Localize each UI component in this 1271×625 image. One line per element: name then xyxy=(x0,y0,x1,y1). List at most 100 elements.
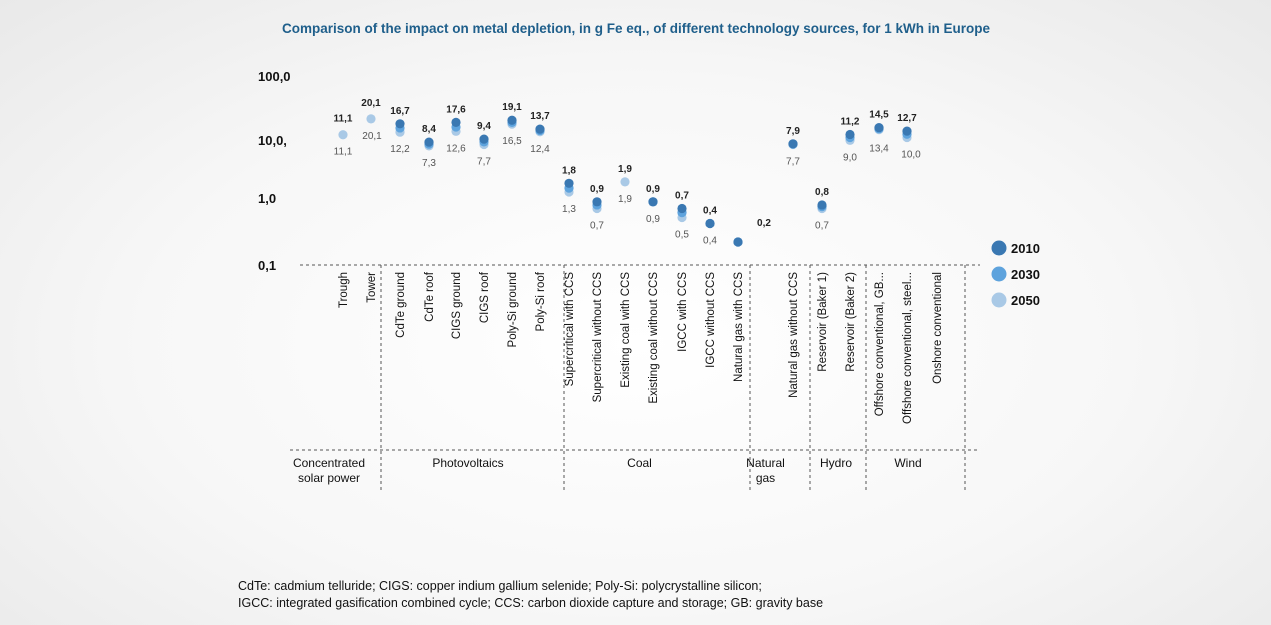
group-label: Photovoltaics xyxy=(432,456,503,470)
data-label-2010: 0,7 xyxy=(675,191,689,202)
data-label-2010: 19,1 xyxy=(502,102,522,113)
data-label-2050: 16,5 xyxy=(502,136,522,147)
point-2010 xyxy=(733,237,743,247)
data-label-2010: 7,9 xyxy=(786,126,800,137)
group-label: Coal xyxy=(627,456,652,470)
category-label: Reservoir (Baker 1) xyxy=(817,272,829,372)
point-2010 xyxy=(424,137,434,147)
point-2010 xyxy=(592,197,602,207)
category-label: CIGS ground xyxy=(451,272,463,339)
legend-swatch-2030 xyxy=(991,266,1007,282)
category-label: Onshore conventional xyxy=(932,272,944,384)
data-label-2050: 13,4 xyxy=(869,144,889,155)
category-label: Offshore conventional, GB... xyxy=(874,272,886,416)
footnote: IGCC: integrated gasification combined c… xyxy=(238,596,823,610)
category-label: Existing coal without CCS xyxy=(648,272,660,404)
category-label: CdTe roof xyxy=(424,271,436,322)
group-label: Concentrated xyxy=(293,456,365,470)
data-label-2050: 1,3 xyxy=(562,204,576,215)
category-label: Existing coal with CCS xyxy=(620,272,632,388)
data-label-2050: 12,6 xyxy=(446,143,466,154)
group-label: Hydro xyxy=(820,456,852,470)
category-label: CIGS roof xyxy=(479,271,491,323)
category-label: Supercritical without CCS xyxy=(592,272,604,403)
data-label-2050: 7,7 xyxy=(786,156,800,167)
point-2050 xyxy=(338,130,348,140)
point-2010 xyxy=(788,139,798,149)
category-label: IGCC with CCS xyxy=(677,272,689,352)
category-label: Natural gas with CCS xyxy=(733,272,745,382)
data-label-2010: 0,9 xyxy=(590,184,604,195)
category-label: Tower xyxy=(366,272,378,303)
legend-swatch-2010 xyxy=(991,240,1007,256)
data-label-2050: 0,4 xyxy=(703,235,717,246)
point-2010 xyxy=(507,115,517,125)
point-2010 xyxy=(817,200,827,210)
y-tick-label: 100,0 xyxy=(258,69,291,84)
legend-swatch-2050 xyxy=(991,292,1007,308)
data-label-2050: 10,0 xyxy=(901,150,921,161)
data-label-2010: 13,7 xyxy=(530,111,550,122)
data-label-2050: 12,2 xyxy=(390,144,410,155)
category-label: CdTe ground xyxy=(395,272,407,338)
category-label: IGCC without CCS xyxy=(705,272,717,368)
data-label-2010: 20,1 xyxy=(361,98,381,109)
data-label-2050: 12,4 xyxy=(530,144,550,155)
data-label-2010: 11,2 xyxy=(841,116,860,127)
data-label-2050: 0,7 xyxy=(815,221,829,232)
data-label-2050: 11,1 xyxy=(334,147,353,158)
category-label: Trough xyxy=(338,272,350,308)
y-tick-label: 1,0 xyxy=(258,191,276,206)
point-2010 xyxy=(705,218,715,229)
data-label-2010: 12,7 xyxy=(897,113,917,124)
group-label: Natural xyxy=(746,456,785,470)
data-label-2050: 1,9 xyxy=(618,194,632,205)
point-2010 xyxy=(564,178,574,188)
data-label-2010: 16,7 xyxy=(390,106,410,117)
data-label-2010: 1,8 xyxy=(562,165,576,176)
category-label: Natural gas without CCS xyxy=(788,272,800,398)
point-2010 xyxy=(874,122,884,133)
data-label-2010: 0,4 xyxy=(703,205,717,216)
y-tick-label: 10,0, xyxy=(258,133,287,148)
point-2010 xyxy=(677,203,687,214)
data-label-2050: 20,1 xyxy=(362,131,382,142)
data-label-2050: 0,9 xyxy=(646,214,660,225)
category-label: Reservoir (Baker 2) xyxy=(845,272,857,372)
legend-label: 2030 xyxy=(1011,267,1040,282)
data-label-2010: 11,1 xyxy=(334,114,353,125)
point-2050 xyxy=(620,177,630,187)
footnote: CdTe: cadmium telluride; CIGS: copper in… xyxy=(238,579,762,593)
group-label: solar power xyxy=(298,471,360,485)
data-label-2050: 7,3 xyxy=(422,158,436,169)
data-label-2050: 0,5 xyxy=(675,230,689,241)
data-label-2010: 17,6 xyxy=(446,104,466,115)
category-label: Offshore conventional, steel... xyxy=(902,272,914,424)
data-label-2010: 0,8 xyxy=(815,187,829,198)
data-label-2010: 9,4 xyxy=(477,121,491,132)
point-2010 xyxy=(479,134,489,144)
category-label: Poly-Si ground xyxy=(507,272,519,347)
point-2010 xyxy=(902,126,912,136)
group-label: Wind xyxy=(894,456,921,470)
group-label: gas xyxy=(756,471,775,485)
point-2050 xyxy=(366,114,376,124)
data-label-2010: 1,9 xyxy=(618,164,632,175)
data-label-2010: 8,4 xyxy=(422,124,436,135)
data-label-2010: 0,9 xyxy=(646,184,660,195)
data-label-2050: 0,7 xyxy=(590,221,604,232)
data-label-2050: 9,0 xyxy=(843,152,857,163)
point-2010 xyxy=(535,124,545,134)
legend-label: 2050 xyxy=(1011,293,1040,308)
point-2010 xyxy=(845,129,855,140)
chart-title: Comparison of the impact on metal deplet… xyxy=(282,21,991,36)
point-2010 xyxy=(451,117,461,128)
point-2010 xyxy=(395,119,405,129)
legend-label: 2010 xyxy=(1011,241,1040,256)
data-label-2010: 0,2 xyxy=(757,218,771,229)
data-label-2050: 7,7 xyxy=(477,156,491,167)
point-2010 xyxy=(648,197,658,207)
category-label: Poly-Si roof xyxy=(535,271,547,331)
